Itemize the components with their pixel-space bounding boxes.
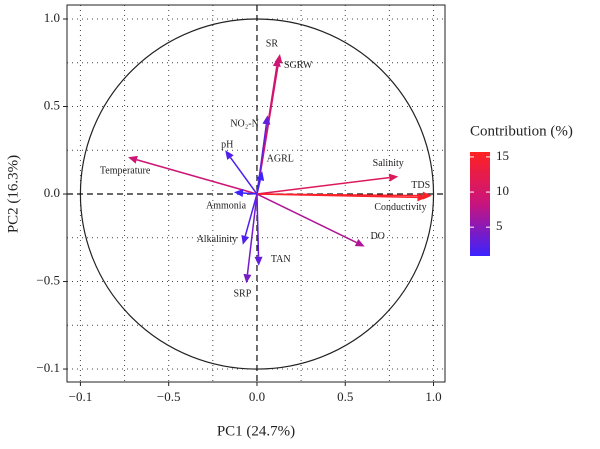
arrow-head (417, 193, 427, 202)
variable-label: TAN (271, 254, 291, 265)
variable-label: TDS (411, 180, 430, 191)
legend-tick-label: 5 (496, 218, 503, 233)
arrow-head (254, 256, 263, 266)
arrow-head (225, 150, 234, 160)
arrow-head (256, 171, 265, 181)
loading-arrow (256, 193, 357, 244)
x-tick-label: −0.5 (157, 389, 181, 404)
loading-arrow (229, 157, 258, 195)
x-tick-label: 0.0 (249, 389, 265, 404)
variable-label: Conductivity (374, 202, 426, 213)
loading-arrow (256, 193, 418, 199)
loading-arrow (242, 192, 258, 195)
variable-label: DO (370, 231, 384, 242)
legend-title: Contribution (%) (470, 123, 573, 139)
y-tick-label: −0.5 (36, 273, 60, 288)
loading-arrow (256, 179, 261, 195)
arrow-head (354, 238, 365, 247)
variable-label: pH (221, 140, 233, 151)
loading-arrow (256, 124, 268, 195)
variable-label: Temperature (100, 166, 151, 177)
variable-label: SRP (233, 289, 251, 300)
y-tick-label: 1.0 (44, 10, 60, 25)
arrow-head (243, 273, 252, 284)
arrow-head (241, 235, 250, 245)
y-tick-label: 0.0 (44, 185, 60, 200)
y-tick-label: 0.5 (44, 97, 60, 112)
loading-arrow (244, 193, 258, 237)
arrow-head (388, 173, 399, 182)
arrow-head (272, 57, 281, 68)
x-tick-label: −0.1 (69, 389, 93, 404)
arrow-head (128, 155, 138, 164)
variable-label: SGRW (284, 60, 313, 71)
variable-label: Salinity (373, 158, 404, 169)
loading-arrow (246, 193, 258, 275)
loading-arrow (136, 159, 258, 195)
variable-label: SR (266, 38, 279, 49)
y-tick-label: −0.1 (36, 360, 60, 375)
arrow-head (262, 115, 271, 125)
x-tick-label: 0.5 (337, 389, 353, 404)
variable-label: Ammonia (206, 201, 247, 212)
x-tick-label: 1.0 (425, 389, 441, 404)
loading-arrow (256, 176, 390, 195)
y-axis-title: PC2 (16.3%) (5, 155, 21, 233)
variable-label: AGRL (267, 154, 294, 165)
color-bar (470, 152, 490, 256)
plot-frame (66, 4, 446, 383)
x-axis-title: PC1 (24.7%) (217, 423, 295, 439)
loading-arrow (256, 194, 260, 257)
legend-tick-label: 15 (496, 148, 509, 163)
arrow-head (234, 188, 244, 197)
variable-label: Alkalinity (197, 234, 238, 245)
variable-label: NO₂-N (230, 119, 258, 130)
legend-tick-label: 10 (496, 183, 509, 198)
